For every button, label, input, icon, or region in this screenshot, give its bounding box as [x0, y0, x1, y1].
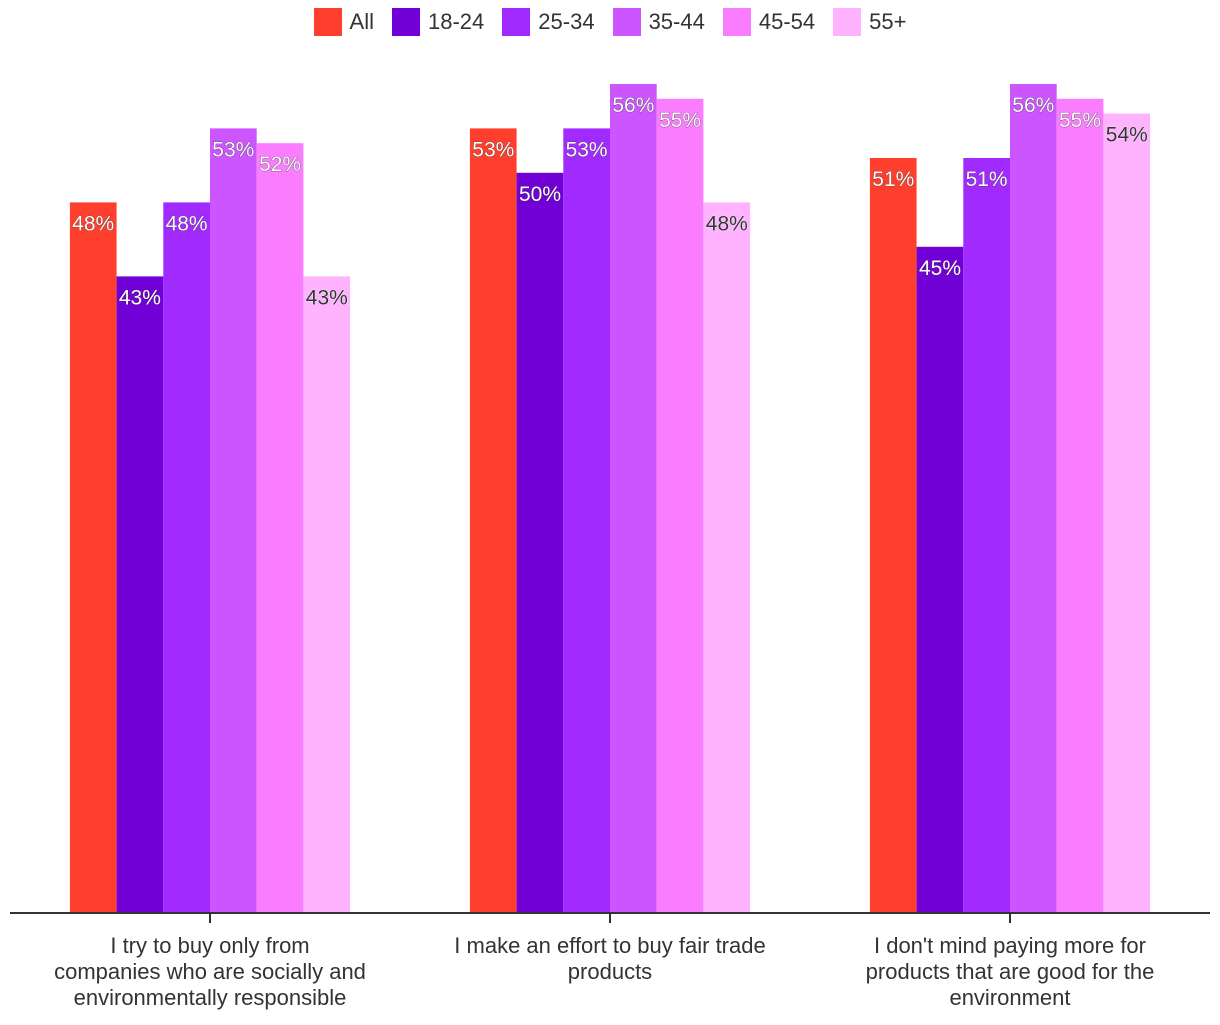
bar	[116, 276, 164, 913]
legend-label: 35-44	[648, 9, 705, 34]
legend-swatch	[502, 8, 531, 36]
bar	[516, 172, 564, 914]
x-tick-label: I make an effort to buy fair trade produc…	[454, 933, 765, 984]
data-label: 53%	[212, 138, 254, 161]
bar	[69, 202, 117, 913]
bar	[916, 246, 964, 914]
bar	[1056, 98, 1104, 914]
bar	[563, 128, 610, 913]
legend-item: 55+	[833, 8, 906, 36]
data-label: 43%	[119, 286, 161, 309]
legend-label: 45-54	[758, 9, 816, 34]
data-label: 43%	[306, 286, 348, 309]
data-label: 54%	[1106, 124, 1148, 147]
legend-swatch	[833, 8, 862, 36]
legend-item: 18-24	[392, 8, 484, 36]
legend-item: 25-34	[502, 8, 595, 36]
legend-label: All	[349, 9, 374, 34]
legend-label: 18-24	[428, 9, 485, 34]
legend-item: 35-44	[612, 8, 705, 36]
data-label: 51%	[966, 168, 1008, 191]
bar	[469, 128, 517, 913]
data-label: 51%	[872, 168, 914, 191]
bar	[303, 276, 351, 913]
legend-swatch	[313, 8, 342, 36]
data-label: 52%	[259, 153, 301, 176]
data-label: 48%	[706, 212, 748, 235]
x-tick-label: I don't mind paying more for products tha…	[866, 933, 1155, 1010]
data-label: 55%	[1059, 109, 1101, 132]
legend-swatch	[612, 8, 641, 36]
legend-swatch	[722, 8, 751, 36]
data-label: 50%	[519, 183, 561, 206]
data-label: 53%	[566, 138, 608, 161]
bar	[703, 202, 751, 913]
bar	[610, 84, 657, 913]
bar	[869, 158, 917, 913]
bar	[656, 98, 704, 914]
bar	[256, 143, 304, 913]
data-label: 45%	[919, 257, 961, 280]
legend-item: 45-54	[722, 8, 816, 36]
legend-swatch	[392, 8, 420, 36]
data-label: 48%	[166, 212, 208, 235]
bar	[1010, 84, 1057, 913]
data-label: 56%	[612, 94, 654, 117]
legend-item: All	[313, 8, 374, 36]
x-tick-label: I try to buy only from companies who are …	[54, 933, 366, 1010]
data-label: 56%	[1012, 94, 1054, 117]
bar	[163, 202, 210, 913]
legend-label: 25-34	[538, 9, 595, 34]
bar	[210, 128, 257, 913]
data-label: 48%	[72, 212, 114, 235]
legend-label: 55+	[869, 9, 907, 34]
bar	[1103, 113, 1151, 914]
data-label: 53%	[472, 138, 514, 161]
data-label: 55%	[659, 109, 701, 132]
bar	[963, 158, 1010, 913]
legend: All 18-24 25-34 35-44 45-54 55+	[0, 8, 1220, 36]
